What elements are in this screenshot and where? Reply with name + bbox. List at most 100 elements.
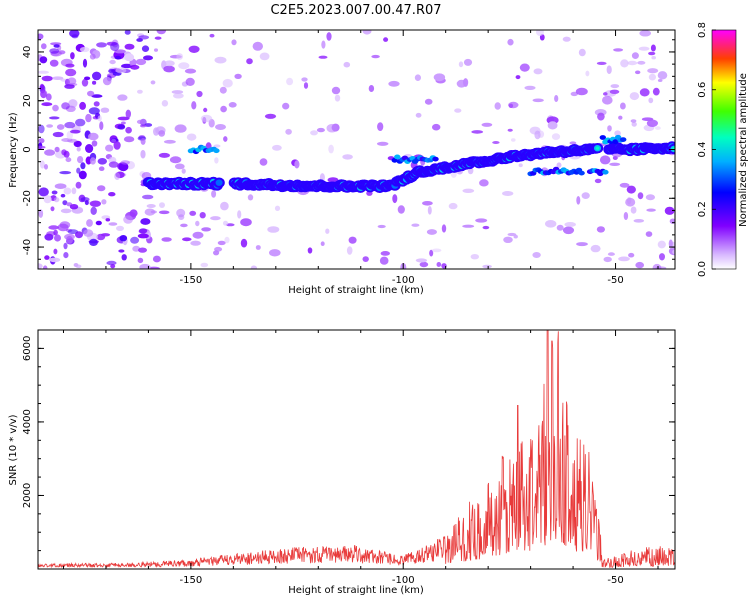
spectrogram-noise-blob — [40, 89, 48, 99]
spectrogram-noise-blob — [426, 229, 437, 235]
spectrogram-noise-blob — [223, 220, 228, 226]
spectrogram-noise-blob — [39, 56, 48, 64]
spectrogram-noise-blob — [67, 138, 78, 143]
spectrogram-noise-blob — [346, 246, 353, 255]
spectrogram-noise-blob — [237, 210, 242, 219]
spectrogram-noise-blob — [114, 172, 121, 180]
y-tick-label: 6000 — [22, 336, 33, 361]
spectrogram-noise-blob — [481, 122, 493, 127]
snr-y-ticks: 2000 4000 6000 — [22, 329, 675, 570]
snr-panel: -150 -100 -50 2000 4000 6000 Height of strai… — [8, 329, 676, 596]
spectrogram-y-label: Frequency (Hz) — [8, 112, 19, 188]
spectrogram-noise-blob — [625, 197, 636, 207]
spectrogram-noise-blob — [121, 254, 127, 261]
spectrogram-noise-blob — [38, 124, 45, 134]
spectrogram-noise-blob — [613, 48, 624, 52]
spectrogram-noise-blob — [53, 248, 58, 255]
spectrogram-noise-blob — [101, 199, 107, 205]
spectrogram-noise-blob — [96, 233, 106, 241]
spectrogram-noise-blob — [45, 93, 52, 101]
spectrogram-noise-blob — [52, 76, 64, 80]
spectrogram-noise-blob — [137, 257, 144, 264]
spectrogram-noise-blob — [156, 30, 167, 35]
spectrogram-noise-blob — [646, 119, 659, 128]
spectrogram-noise-blob — [54, 234, 61, 242]
spectrogram-noise-blob — [97, 158, 108, 165]
spectrogram-noise-blob — [479, 179, 489, 187]
spectrogram-noise-blob — [118, 249, 125, 253]
spectrogram-noise-blob — [158, 152, 170, 158]
spectrogram-noise-blob — [414, 74, 421, 81]
spectrogram-noise-blob — [139, 263, 151, 269]
spectrogram-noise-blob — [91, 140, 98, 147]
x-tick-label: -150 — [180, 275, 203, 286]
spectrogram-noise-blob — [648, 73, 657, 81]
spectrogram-noise-blob — [603, 256, 612, 263]
spectrogram-noise-blob — [117, 116, 130, 121]
spectrogram-noise-blob — [200, 114, 213, 123]
spectrogram-noise-blob — [89, 238, 98, 246]
spectrogram-noise-blob — [657, 71, 668, 80]
spectrogram-noise-blob — [556, 162, 562, 168]
figure-title: C2E5.2023.007.00.47.R07 — [270, 3, 441, 18]
snr-x-label: Height of straight line (km) — [288, 585, 424, 596]
spectrogram-noise-blob — [547, 121, 558, 130]
spectrogram-noise-blob — [182, 237, 192, 242]
spectrogram-noise-blob — [215, 124, 226, 130]
spectrogram-noise-blob — [150, 210, 157, 214]
spectrogram-noise-blob — [626, 185, 636, 194]
spectrogram-noise-blob — [639, 30, 651, 37]
spectrogram-noise-blob — [138, 35, 150, 40]
spectrogram-noise-blob — [129, 209, 138, 217]
spectrogram-noise-blob — [65, 68, 77, 77]
spectrogram-noise-blob — [348, 236, 357, 244]
spectrogram-fragment-cell — [612, 139, 619, 145]
spectrogram-noise-blob — [73, 140, 82, 148]
spectrogram-noise-blob — [117, 124, 126, 130]
spectrogram-noise-blob — [135, 58, 147, 66]
spectrogram-noise-blob — [551, 133, 561, 141]
spectrogram-noise-blob — [108, 69, 116, 74]
spectrogram-noise-blob — [328, 144, 334, 154]
spectrogram-noise-blob — [431, 248, 442, 253]
spectrogram-noise-blob — [331, 86, 341, 95]
spectrogram-fragment-cell — [599, 135, 606, 140]
spectrogram-noise-blob — [144, 208, 156, 216]
spectrogram-noise-blob — [648, 51, 656, 56]
spectrogram-noise-blob — [630, 206, 637, 214]
spectrogram-noise-blob — [49, 48, 60, 54]
snr-background — [38, 330, 675, 569]
spectrogram-noise-blob — [161, 237, 172, 242]
spectrogram-noise-blob — [54, 183, 67, 189]
spectrogram-noise-blob — [161, 100, 169, 107]
spectrogram-noise-blob — [415, 112, 422, 118]
spectrogram-noise-blob — [124, 43, 135, 50]
spectrogram-noise-blob — [433, 73, 446, 82]
spectrogram-noise-blob — [585, 70, 590, 77]
spectrogram-noise-blob — [655, 126, 661, 130]
spectrogram-y-ticks: -40 -20 0 20 40 — [22, 39, 675, 260]
spectrogram-noise-blob — [301, 77, 308, 82]
spectrogram-noise-blob — [89, 200, 101, 207]
spectrogram-noise-blob — [88, 107, 100, 115]
x-tick-label: -150 — [180, 575, 203, 586]
spectrogram-noise-blob — [326, 32, 332, 41]
spectrogram-noise-blob — [93, 101, 100, 107]
spectrogram-noise-blob — [575, 87, 588, 96]
spectrogram-noise-blob — [494, 102, 501, 110]
spectrogram-noise-blob — [620, 102, 626, 110]
spectrogram-noise-blob — [137, 89, 143, 94]
spectrogram-noise-blob — [141, 45, 150, 52]
spectrogram-noise-blob — [511, 138, 516, 142]
spectrogram-noise-blob — [78, 170, 87, 180]
colorbar: 0.0 0.2 0.4 0.6 0.8 Normalized spectral ampl… — [697, 22, 749, 277]
colorbar-tick-label: 0.6 — [697, 82, 708, 98]
x-tick-label: -100 — [392, 275, 415, 286]
spectrogram-noise-blob — [609, 89, 620, 95]
spectrogram-noise-blob — [590, 244, 601, 253]
spectrogram-fragment-cell — [401, 155, 409, 161]
spectrogram-noise-blob — [419, 261, 429, 268]
spectrogram-noise-blob — [224, 236, 230, 244]
spectrogram-noise-blob — [628, 252, 635, 258]
spectrogram-noise-blob — [668, 239, 673, 248]
